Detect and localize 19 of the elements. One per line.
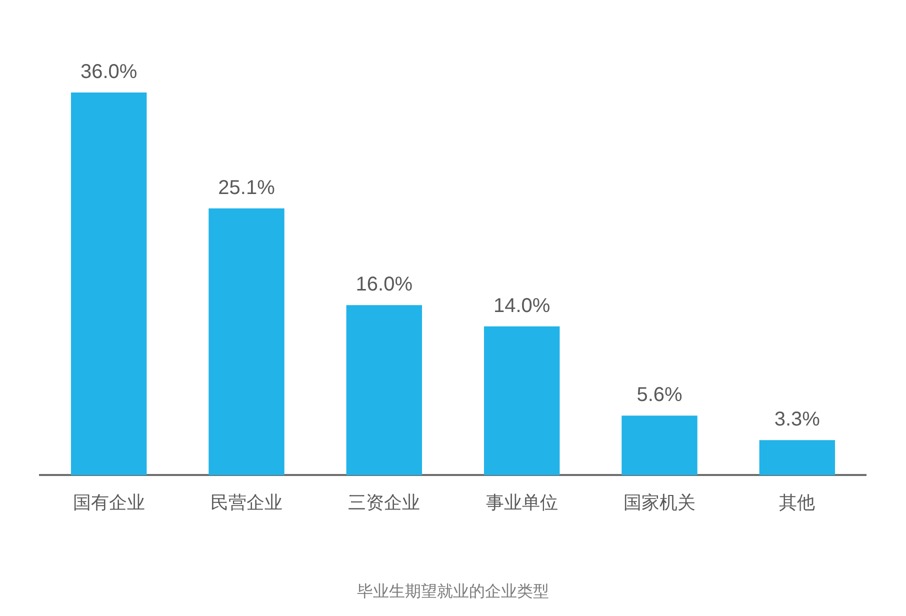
x-tick-label: 事业单位 bbox=[486, 492, 558, 514]
data-label: 16.0% bbox=[356, 274, 413, 296]
x-tick-label: 国家机关 bbox=[624, 492, 696, 514]
data-label: 25.1% bbox=[218, 176, 276, 199]
data-label: 5.6% bbox=[636, 384, 683, 406]
bar bbox=[208, 208, 284, 476]
x-axis-title: 毕业生期望就业的企业类型 bbox=[357, 582, 549, 601]
x-tick-label: 其他 bbox=[779, 492, 816, 514]
bar bbox=[70, 92, 147, 476]
bar bbox=[759, 440, 836, 476]
bar bbox=[484, 326, 560, 476]
x-tick-label: 民营企业 bbox=[210, 492, 282, 514]
x-tick-label: 国有企业 bbox=[72, 492, 145, 514]
data-label: 14.0% bbox=[493, 294, 550, 317]
data-label: 36.0% bbox=[80, 61, 138, 84]
bar bbox=[346, 305, 422, 476]
x-tick-label: 三资企业 bbox=[348, 492, 420, 514]
data-label: 3.3% bbox=[774, 408, 820, 431]
bar bbox=[622, 416, 698, 476]
